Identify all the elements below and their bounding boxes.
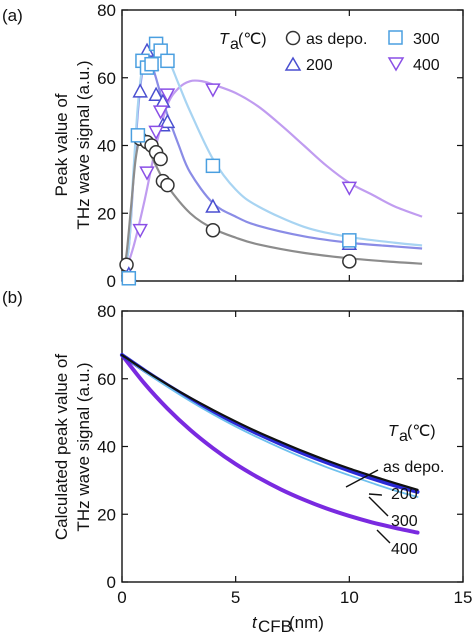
- x-axis-label-main: t: [252, 613, 258, 632]
- data-point-200: [159, 113, 176, 129]
- y-tick-label: 0: [107, 573, 116, 592]
- y-tick-label: 0: [107, 272, 116, 291]
- panel-label-a: (a): [2, 6, 23, 25]
- y-tick-label: 40: [97, 137, 116, 156]
- leader-300: [368, 496, 389, 517]
- legend-marker-400: [387, 57, 405, 72]
- y-tick-label: 20: [97, 505, 116, 524]
- y-tick-label: 60: [97, 370, 116, 389]
- plot-frame-a: [121, 9, 464, 282]
- legend-title-unit: (℃): [238, 31, 267, 48]
- line-400: [120, 353, 420, 535]
- annotation-label-300: 300: [391, 513, 418, 530]
- x-axis-label-unit: (nm): [289, 613, 324, 632]
- data-point-as-depo-: [119, 257, 134, 272]
- line-as-depo-: [120, 353, 419, 491]
- legend-title-main: T: [219, 31, 230, 48]
- legend-label-400: 400: [413, 57, 440, 74]
- leader-200: [368, 493, 383, 496]
- ticks-a: 0 20 40 60 80: [97, 1, 464, 291]
- legend-label-as-depo: as depo.: [306, 31, 367, 48]
- annotation-title-sub: a: [399, 428, 408, 445]
- legend-marker-200: [284, 56, 302, 71]
- data-point-400: [159, 88, 176, 103]
- fit-curve-as-depo-: [120, 136, 423, 282]
- data-point-300: [160, 53, 175, 69]
- data-point-400: [341, 181, 358, 196]
- leader-as-depo: [345, 469, 379, 488]
- data-point-300: [144, 56, 159, 72]
- legend-a: T a (℃) as depo. 300 200 400: [219, 30, 440, 74]
- legend-marker-300: [388, 30, 403, 45]
- y-axis-label-a-line1: Peak value of: [52, 93, 71, 196]
- x-tick-label: 10: [340, 588, 359, 607]
- line-300: [121, 354, 419, 498]
- data-point-as-depo-: [342, 254, 357, 269]
- panel-b: (b) 0 5 10 15 0 20 40 60 80 Calculated peak valu…: [2, 288, 472, 635]
- annotation-label-as-depo: as depo.: [383, 459, 444, 476]
- panel-label-b: (b): [2, 288, 23, 307]
- annotation-label-400: 400: [391, 541, 418, 558]
- fit-curves-a: [120, 45, 423, 282]
- data-point-as-depo-: [160, 177, 175, 193]
- data-point-400: [139, 166, 155, 181]
- data-point-300: [205, 158, 221, 174]
- ticks-b: 0 5 10 15 0 20 40 60 80: [97, 302, 472, 607]
- data-point-400: [148, 125, 164, 141]
- data-point-200: [132, 83, 148, 98]
- lines-b: [120, 353, 420, 535]
- x-tick-label: 5: [231, 588, 240, 607]
- annotation-title-main: T: [388, 423, 399, 440]
- data-points-a: [119, 36, 358, 286]
- y-tick-label: 80: [97, 302, 116, 321]
- data-point-300: [342, 233, 357, 248]
- y-tick-label: 60: [97, 69, 116, 88]
- legend-label-200: 200: [306, 57, 333, 74]
- y-axis-label-a-line2: THz wave signal (a.u.): [74, 60, 93, 229]
- y-tick-label: 20: [97, 204, 116, 223]
- x-axis-label-sub: CFB: [258, 617, 292, 635]
- y-tick-label: 40: [97, 438, 116, 457]
- y-axis-label-b-line1: Calculated peak value of: [52, 354, 71, 540]
- legend-label-300: 300: [413, 31, 440, 48]
- legend-title-sub: a: [230, 36, 239, 53]
- data-point-400: [205, 83, 221, 98]
- leader-400: [376, 529, 391, 544]
- data-point-400: [132, 223, 148, 239]
- annotation-label-200: 200: [391, 486, 418, 503]
- data-point-200: [205, 198, 221, 213]
- data-point-as-depo-: [153, 151, 168, 167]
- line-200: [120, 353, 420, 494]
- annotation-title-unit: (℃): [407, 423, 436, 440]
- annotation-leaders: [345, 469, 391, 544]
- legend-marker-as-depo: [285, 30, 301, 46]
- x-tick-label: 0: [117, 588, 126, 607]
- data-point-as-depo-: [205, 222, 221, 238]
- panel-a: (a) 0 20 40 60 80 Peak value of THz wave sig…: [2, 1, 464, 291]
- data-point-300: [130, 128, 146, 143]
- x-tick-label: 15: [454, 588, 473, 607]
- y-axis-label-b-line2: THz wave signal (a.u.): [74, 362, 93, 531]
- y-tick-label: 80: [97, 1, 116, 20]
- data-point-300: [121, 271, 137, 286]
- data-point-400: [152, 105, 169, 120]
- data-point-200: [148, 86, 164, 101]
